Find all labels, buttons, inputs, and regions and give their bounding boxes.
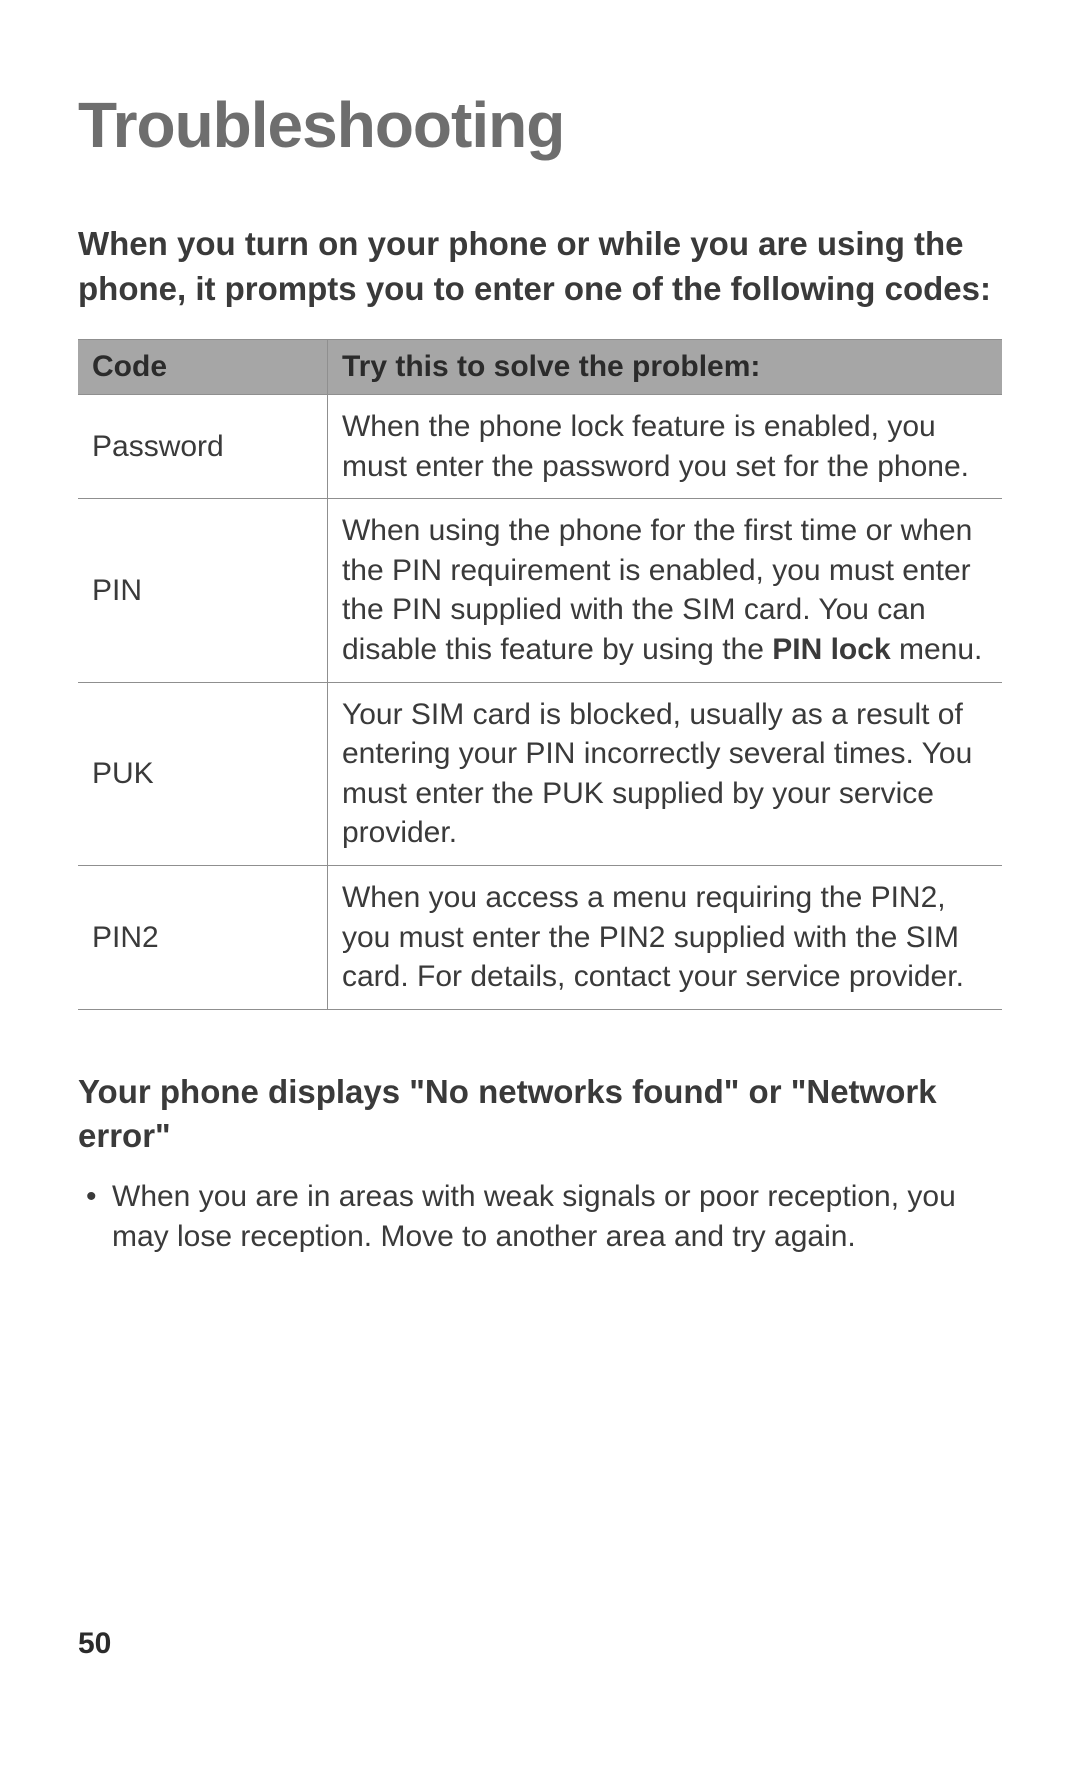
table-row: Password When the phone lock feature is … <box>78 395 1002 499</box>
cell-solution: When the phone lock feature is enabled, … <box>327 395 1002 499</box>
page-number: 50 <box>78 1627 111 1661</box>
table-row: PIN When using the phone for the first t… <box>78 499 1002 682</box>
cell-solution: When using the phone for the first time … <box>327 499 1002 682</box>
section2-bullets: When you are in areas with weak signals … <box>78 1177 1002 1256</box>
cell-solution: Your SIM card is blocked, usually as a r… <box>327 682 1002 865</box>
cell-solution: When you access a menu requiring the PIN… <box>327 866 1002 1010</box>
col-header-code: Code <box>78 340 327 395</box>
list-item: When you are in areas with weak signals … <box>78 1177 1002 1256</box>
cell-code: PUK <box>78 682 327 865</box>
codes-table: Code Try this to solve the problem: Pass… <box>78 339 1002 1010</box>
section1-intro: When you turn on your phone or while you… <box>78 222 1002 311</box>
cell-code: PIN <box>78 499 327 682</box>
table-header-row: Code Try this to solve the problem: <box>78 340 1002 395</box>
col-header-solution: Try this to solve the problem: <box>327 340 1002 395</box>
cell-code: PIN2 <box>78 866 327 1010</box>
table-row: PUK Your SIM card is blocked, usually as… <box>78 682 1002 865</box>
manual-page: Troubleshooting When you turn on your ph… <box>0 0 1080 1771</box>
table-row: PIN2 When you access a menu requiring th… <box>78 866 1002 1010</box>
page-title: Troubleshooting <box>78 88 1002 162</box>
cell-code: Password <box>78 395 327 499</box>
section2-title: Your phone displays "No networks found" … <box>78 1070 1002 1159</box>
